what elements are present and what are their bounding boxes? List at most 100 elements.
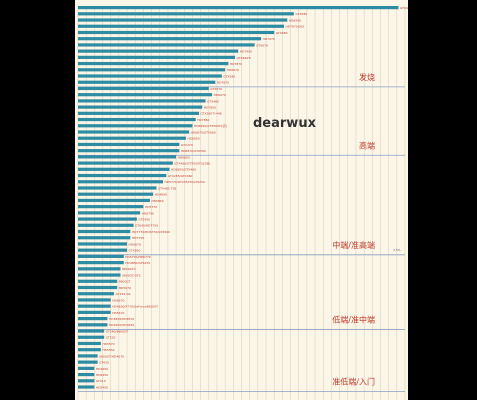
bar	[78, 130, 190, 134]
bar-label: HD7850	[197, 118, 209, 122]
bar-label: GTX285/GTX460	[168, 174, 193, 178]
bar-label: 8800GTX	[122, 267, 136, 271]
bar-label: HD6870/GTX560	[191, 130, 216, 134]
bar-label: HD5570	[102, 342, 114, 346]
bar	[78, 242, 128, 246]
bar	[78, 329, 105, 333]
bar	[78, 323, 108, 327]
bar	[78, 254, 124, 258]
bar	[78, 30, 275, 35]
bar	[78, 205, 144, 209]
bar-label: GT640/HD7750	[135, 224, 158, 228]
bar-label: HD7950	[240, 50, 252, 54]
bar-label: HD6970	[214, 93, 226, 97]
bar-label: GTX590	[223, 74, 235, 78]
bar-label: HD6670	[129, 242, 141, 246]
grid-layer	[77, 6, 406, 400]
bar	[78, 360, 98, 364]
bar-label: HD6990	[289, 18, 301, 22]
bar-label: HD7870	[217, 81, 229, 85]
bar	[78, 292, 114, 296]
bar	[78, 155, 177, 159]
bar	[78, 317, 108, 321]
bar	[78, 279, 118, 283]
bar	[78, 136, 186, 140]
bar-label: HD7850	[204, 106, 216, 110]
bar-label: GTX580	[295, 12, 307, 16]
bar-label: 9800GT/GTS	[122, 273, 141, 277]
bar-label: GT220	[106, 336, 116, 340]
bar	[78, 217, 137, 221]
bar-label: GT240/8800GT	[106, 329, 129, 333]
bar	[78, 12, 294, 16]
bar	[78, 379, 95, 383]
bar	[78, 211, 141, 215]
bar-label: HD6570	[112, 298, 124, 302]
bar	[78, 86, 209, 91]
bar-label: HD6790	[142, 211, 154, 215]
bar-label: HD7870	[230, 62, 242, 66]
bar	[78, 173, 167, 178]
bar	[78, 223, 134, 227]
tier-label: 准低端/入门	[332, 377, 375, 387]
tier-label: 中端/准高端	[332, 240, 375, 250]
bar	[78, 149, 180, 153]
bar-label: HD6850	[178, 155, 190, 159]
bar	[78, 68, 226, 72]
bar	[78, 186, 157, 190]
bar-label: HD5770/GTX550Ti/GTS250	[165, 180, 205, 184]
bar-label: HD4850/GTS250	[125, 261, 150, 265]
bar-label: HD4650	[96, 367, 108, 371]
bar	[78, 49, 239, 53]
bar	[78, 372, 95, 377]
bar-label: HD7770/HD6770/GTX560	[132, 230, 170, 234]
bar	[78, 6, 399, 10]
bar-label: GTX570	[210, 87, 222, 91]
bar	[78, 43, 255, 47]
bar-label: HD6850/GTX460	[171, 168, 196, 172]
tier-label: 高端	[359, 140, 375, 150]
bar	[78, 348, 101, 352]
bar-label: HD6850	[187, 137, 199, 141]
side-note: 4.5%	[393, 248, 401, 252]
bar-label: GT430	[99, 361, 109, 365]
bar-label: GT240 GS	[115, 292, 130, 296]
watermark: dearwux	[253, 116, 317, 131]
bar	[78, 142, 180, 147]
bar	[78, 24, 285, 28]
bar	[78, 192, 154, 196]
bar-label: GTX460/GTX550Ti(1GB)	[174, 162, 210, 166]
bar	[78, 248, 128, 252]
bar-label: GTX480	[400, 6, 408, 10]
bar	[78, 354, 98, 358]
bar-label: GTX680	[276, 31, 288, 35]
bar-label: HD7970	[263, 37, 275, 41]
bar	[78, 37, 262, 41]
bar	[78, 273, 121, 277]
bar-label: GTX650	[129, 249, 141, 253]
bar	[78, 93, 213, 97]
bar-label: GTX560Ti-448	[200, 112, 221, 116]
bar	[78, 385, 95, 389]
bar	[78, 285, 118, 290]
bar	[78, 341, 101, 346]
bar-label: HD7750	[132, 236, 144, 240]
bar-label: HD5770	[145, 205, 157, 209]
bar	[78, 74, 222, 78]
bar	[78, 335, 105, 339]
bar	[78, 261, 124, 265]
bar-label: HD6870/GTX560	[181, 149, 206, 153]
bar-label: GTX670	[256, 43, 268, 47]
bar	[78, 180, 164, 184]
bar-label: HD4890	[155, 193, 167, 197]
bar	[78, 267, 121, 271]
bar-label: GTX465 TSE	[158, 186, 177, 190]
bar	[78, 124, 193, 128]
bar-label: HD5550	[102, 348, 114, 352]
bar	[78, 229, 131, 234]
bar	[78, 366, 95, 370]
bar-label: HD4830/4770/GeForce9800GT	[112, 305, 158, 309]
bar-label: HD6450	[96, 373, 108, 377]
